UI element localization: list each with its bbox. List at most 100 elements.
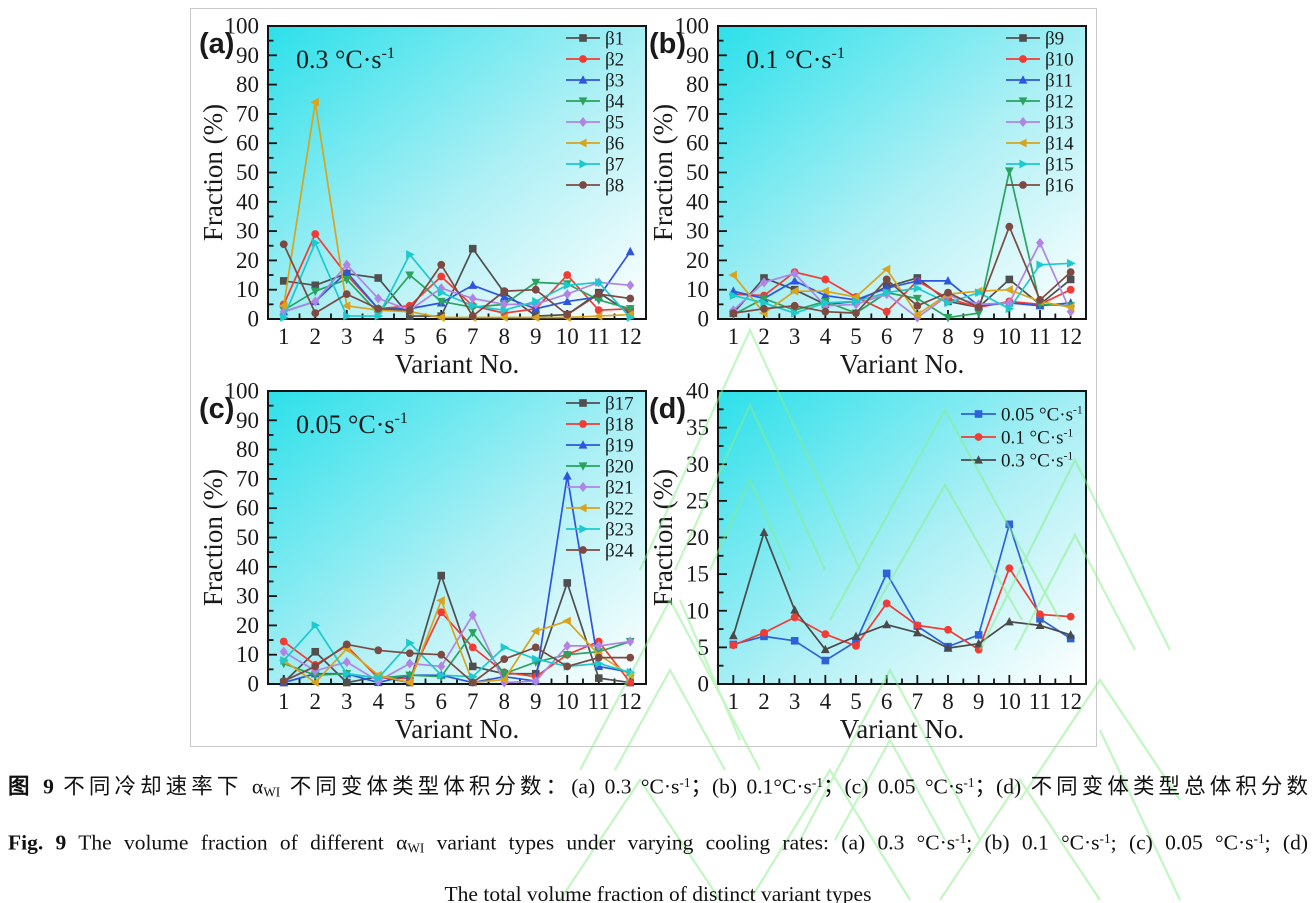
svg-text:10: 10 xyxy=(236,277,259,302)
svg-text:40: 40 xyxy=(686,379,709,404)
svg-text:8: 8 xyxy=(499,324,511,349)
svg-text:7: 7 xyxy=(467,324,479,349)
svg-text:20: 20 xyxy=(686,525,709,550)
svg-text:β20: β20 xyxy=(605,457,634,478)
svg-text:8: 8 xyxy=(942,689,954,714)
svg-text:β24: β24 xyxy=(605,541,634,562)
svg-text:60: 60 xyxy=(686,131,709,156)
svg-text:β3: β3 xyxy=(605,71,624,92)
svg-text:80: 80 xyxy=(686,72,709,97)
svg-text:2: 2 xyxy=(758,689,770,714)
figure-9-panel-grid: 0 10 20 30 40 50 60 70 80 90 100 1 2 3 4 5 6 7 8 9 10 11 12 Var… xyxy=(190,8,1097,747)
svg-text:20: 20 xyxy=(236,613,259,638)
svg-text:(b): (b) xyxy=(649,28,686,60)
svg-text:2: 2 xyxy=(310,324,322,349)
svg-text:Variant No.: Variant No. xyxy=(840,714,964,744)
svg-text:100: 100 xyxy=(225,14,260,39)
caption-english-line2: The total volume fraction of distinct va… xyxy=(444,881,872,903)
svg-text:β8: β8 xyxy=(605,176,624,197)
svg-text:15: 15 xyxy=(686,562,709,587)
svg-text:3: 3 xyxy=(789,324,801,349)
svg-text:100: 100 xyxy=(225,379,260,404)
svg-text:80: 80 xyxy=(236,72,259,97)
svg-text:25: 25 xyxy=(686,488,709,513)
svg-text:10: 10 xyxy=(236,642,259,667)
svg-text:60: 60 xyxy=(236,131,259,156)
svg-text:70: 70 xyxy=(236,466,259,491)
svg-text:12: 12 xyxy=(1059,689,1082,714)
svg-text:0: 0 xyxy=(698,307,710,332)
svg-text:β18: β18 xyxy=(605,415,634,436)
svg-text:12: 12 xyxy=(619,689,642,714)
svg-text:β6: β6 xyxy=(605,134,624,155)
svg-text:20: 20 xyxy=(236,248,259,273)
svg-text:10: 10 xyxy=(998,324,1021,349)
svg-text:3: 3 xyxy=(341,324,353,349)
svg-text:30: 30 xyxy=(686,219,709,244)
svg-text:9: 9 xyxy=(530,689,542,714)
svg-text:Fraction (%): Fraction (%) xyxy=(198,469,228,606)
svg-text:30: 30 xyxy=(686,452,709,477)
svg-text:β13: β13 xyxy=(1045,113,1074,134)
svg-text:9: 9 xyxy=(973,324,985,349)
figure-caption: 图 9 不同冷却速率下 αWI 不同变体类型体积分数：(a) 0.3 °C·s-… xyxy=(8,768,1308,903)
svg-text:7: 7 xyxy=(912,689,924,714)
svg-text:8: 8 xyxy=(942,324,954,349)
svg-text:90: 90 xyxy=(236,43,259,68)
svg-text:11: 11 xyxy=(1029,689,1051,714)
svg-text:50: 50 xyxy=(236,525,259,550)
svg-text:0.1 °C·s-1: 0.1 °C·s-1 xyxy=(1001,426,1073,448)
svg-text:35: 35 xyxy=(686,415,709,440)
svg-text:0: 0 xyxy=(698,672,710,697)
svg-text:β22: β22 xyxy=(605,499,634,520)
svg-text:β19: β19 xyxy=(605,436,634,457)
svg-text:70: 70 xyxy=(236,101,259,126)
svg-text:β11: β11 xyxy=(1045,71,1073,92)
svg-text:50: 50 xyxy=(236,160,259,185)
svg-text:11: 11 xyxy=(588,324,610,349)
svg-text:5: 5 xyxy=(850,689,862,714)
svg-text:5: 5 xyxy=(698,635,710,660)
svg-text:3: 3 xyxy=(341,689,353,714)
svg-text:0: 0 xyxy=(248,672,260,697)
svg-text:(d): (d) xyxy=(649,393,686,425)
svg-text:β23: β23 xyxy=(605,520,634,541)
svg-text:6: 6 xyxy=(436,689,448,714)
svg-text:40: 40 xyxy=(236,554,259,579)
svg-text:0.3 °C·s-1: 0.3 °C·s-1 xyxy=(1001,449,1073,471)
svg-text:β12: β12 xyxy=(1045,92,1074,113)
caption-chinese: 图 9 不同冷却速率下 αWI 不同变体类型体积分数：(a) 0.3 °C·s-… xyxy=(8,774,1309,800)
legend: 0.05 °C·s-10.1 °C·s-10.3 °C·s-1 xyxy=(961,403,1083,472)
svg-text:(c): (c) xyxy=(199,393,234,425)
svg-text:5: 5 xyxy=(404,324,416,349)
svg-text:4: 4 xyxy=(373,324,385,349)
svg-text:β2: β2 xyxy=(605,50,624,71)
svg-text:Variant No.: Variant No. xyxy=(395,349,519,379)
svg-text:5: 5 xyxy=(404,689,416,714)
svg-text:12: 12 xyxy=(1059,324,1082,349)
svg-text:8: 8 xyxy=(499,689,511,714)
svg-text:11: 11 xyxy=(588,689,610,714)
svg-text:2: 2 xyxy=(758,324,770,349)
svg-text:3: 3 xyxy=(789,689,801,714)
svg-text:β10: β10 xyxy=(1045,50,1074,71)
svg-text:Fraction (%): Fraction (%) xyxy=(648,469,678,606)
svg-text:9: 9 xyxy=(973,689,985,714)
svg-text:6: 6 xyxy=(881,689,893,714)
svg-text:0.1 °C·s-1: 0.1 °C·s-1 xyxy=(746,45,845,74)
svg-text:β1: β1 xyxy=(605,29,624,50)
svg-text:80: 80 xyxy=(236,437,259,462)
svg-text:50: 50 xyxy=(686,160,709,185)
svg-text:1: 1 xyxy=(278,324,290,349)
svg-text:10: 10 xyxy=(556,689,579,714)
svg-text:4: 4 xyxy=(820,689,832,714)
svg-text:11: 11 xyxy=(1029,324,1051,349)
svg-text:4: 4 xyxy=(820,324,832,349)
svg-text:0.05 °C·s-1: 0.05 °C·s-1 xyxy=(296,410,408,439)
svg-text:12: 12 xyxy=(619,324,642,349)
